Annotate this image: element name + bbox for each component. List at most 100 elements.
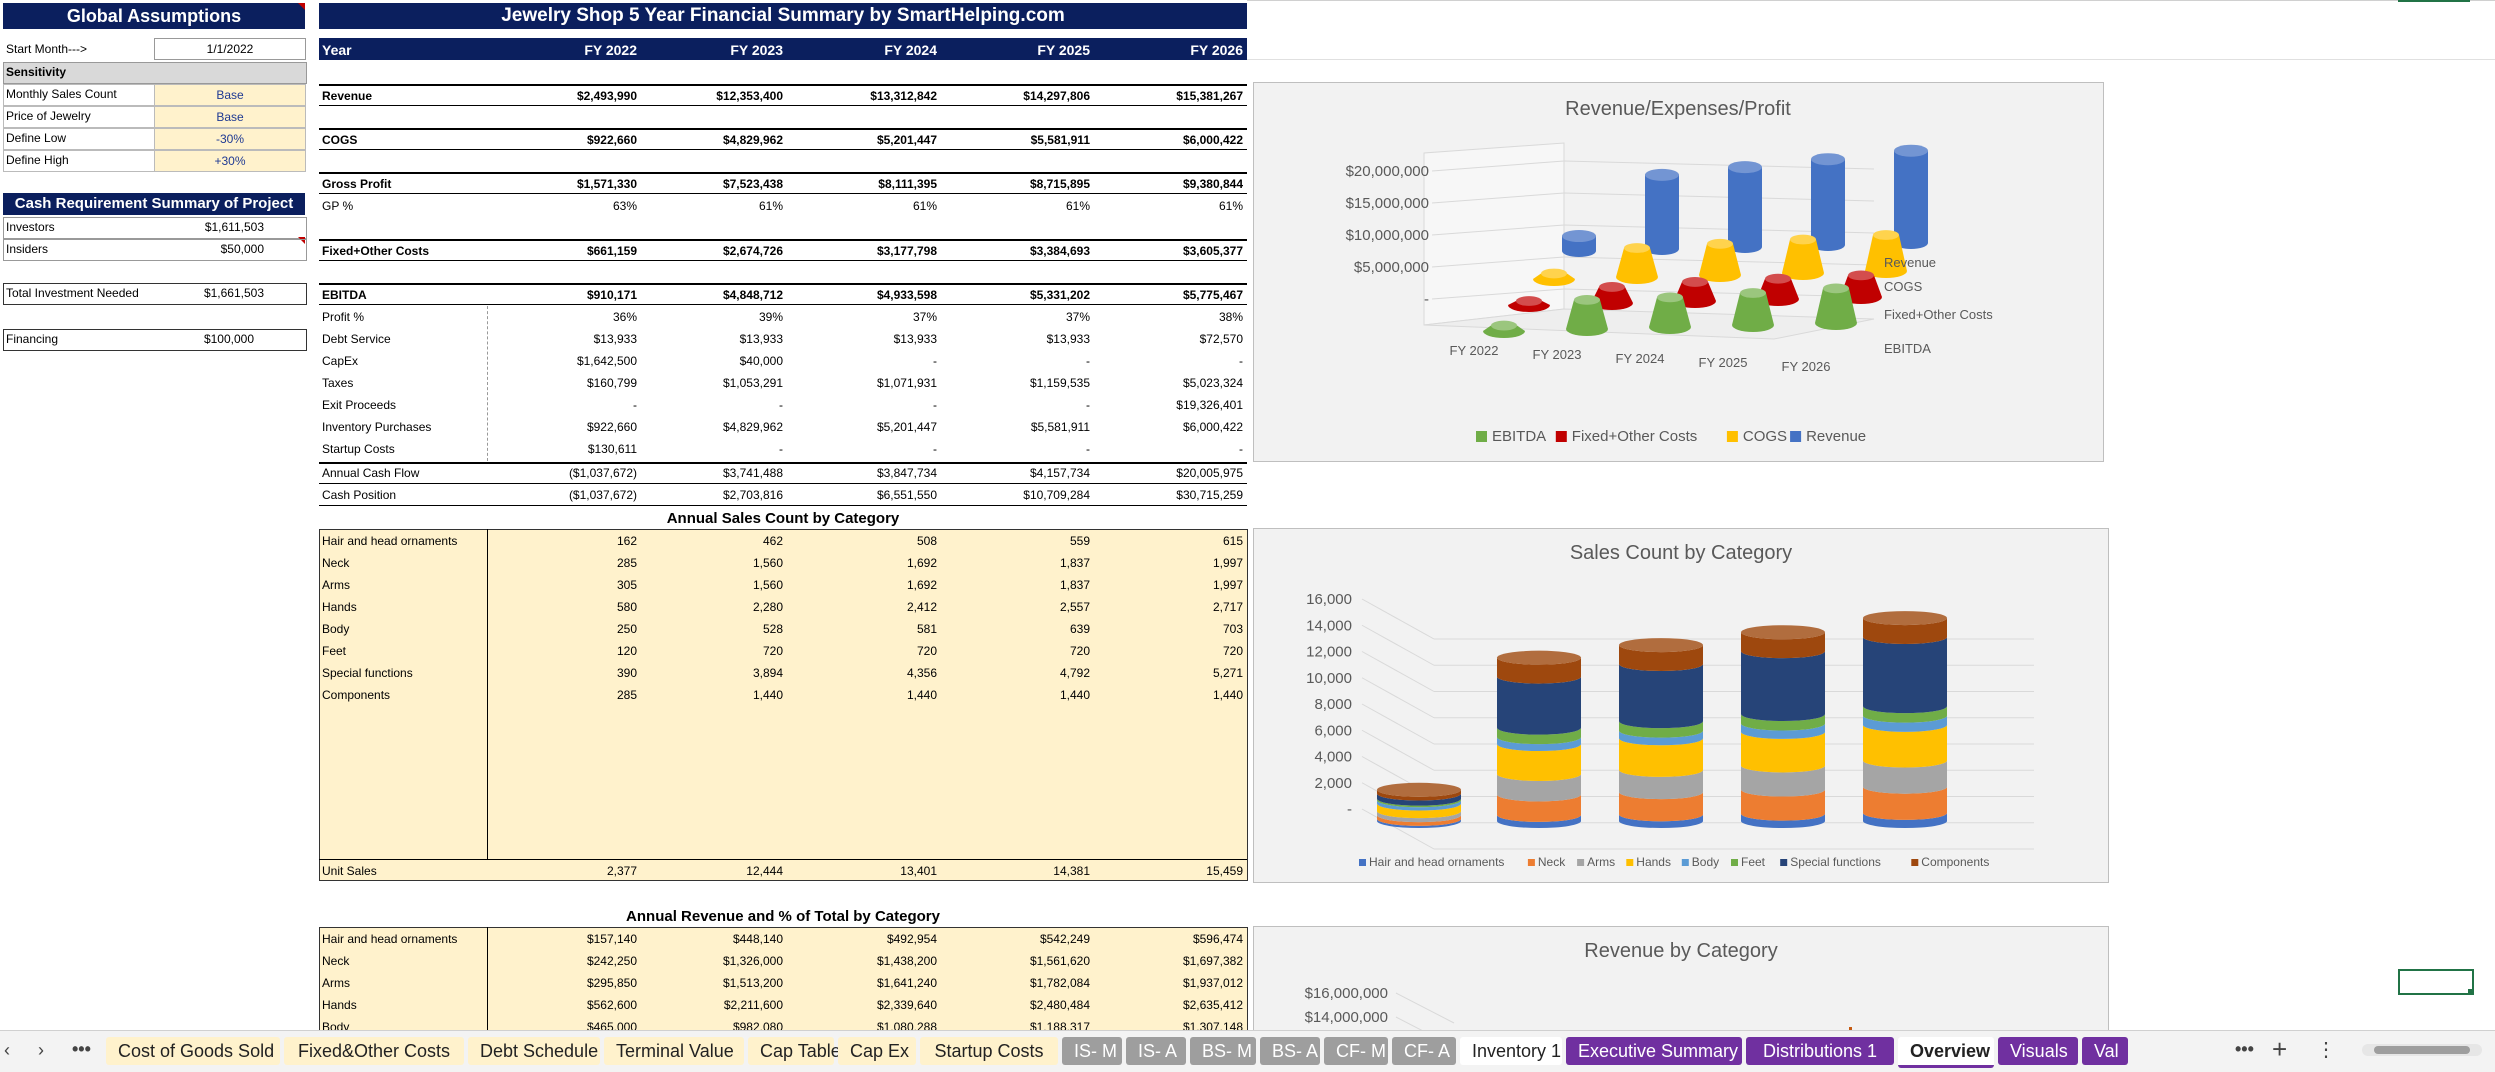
row-value[interactable]: $5,023,324 — [1182, 376, 1243, 390]
assumption-value-cell[interactable]: +30% — [154, 150, 306, 172]
row-value[interactable]: 3,894 — [752, 666, 783, 680]
row-value[interactable]: $8,715,895 — [1029, 177, 1090, 191]
row-value[interactable]: $922,660 — [586, 133, 637, 147]
row-value[interactable]: 2,412 — [906, 600, 937, 614]
row-value[interactable]: 580 — [616, 600, 637, 614]
sheet-tab[interactable]: Debt Schedule — [468, 1037, 600, 1065]
row-value[interactable]: 720 — [916, 644, 937, 658]
row-value[interactable]: 285 — [616, 688, 637, 702]
row-value[interactable]: $3,741,488 — [722, 466, 783, 480]
row-value[interactable]: 1,837 — [1059, 578, 1090, 592]
financing-row[interactable] — [3, 329, 307, 351]
row-value[interactable]: $19,326,401 — [1176, 398, 1243, 412]
row-value[interactable]: 61% — [758, 199, 783, 213]
row-value[interactable]: 61% — [1065, 199, 1090, 213]
row-value[interactable]: $6,000,422 — [1182, 133, 1243, 147]
row-value[interactable]: $1,561,620 — [1029, 954, 1090, 968]
row-value[interactable]: $5,201,447 — [876, 420, 937, 434]
row-value[interactable]: $6,000,422 — [1182, 420, 1243, 434]
sheet-tab[interactable]: Fixed&Other Costs — [284, 1037, 464, 1065]
start-month-label[interactable]: Start Month---> — [6, 42, 88, 56]
row-value[interactable]: 285 — [616, 556, 637, 570]
row-value[interactable]: $2,493,990 — [576, 89, 637, 103]
row-value[interactable]: 12,444 — [746, 864, 783, 878]
sheet-tab[interactable]: Val — [2082, 1037, 2128, 1065]
sheet-tab[interactable]: BS- M — [1190, 1037, 1256, 1065]
row-value[interactable]: $72,570 — [1199, 332, 1243, 346]
row-value[interactable]: 615 — [1222, 534, 1243, 548]
row-value[interactable]: $4,829,962 — [722, 133, 783, 147]
row-value[interactable]: $1,053,291 — [722, 376, 783, 390]
row-value[interactable]: $157,140 — [586, 932, 637, 946]
row-value[interactable]: 2,280 — [752, 600, 783, 614]
row-value[interactable]: 36% — [612, 310, 637, 324]
row-value[interactable]: $13,312,842 — [870, 89, 937, 103]
row-value[interactable]: 508 — [916, 534, 937, 548]
cash-title[interactable]: Cash Requirement Summary of Project — [3, 193, 305, 215]
row-value[interactable]: $10,709,284 — [1023, 488, 1090, 502]
row-value[interactable]: $30,715,259 — [1176, 488, 1243, 502]
row-value[interactable]: $3,847,734 — [876, 466, 937, 480]
row-value[interactable]: - — [1239, 354, 1243, 368]
row-value[interactable]: 1,837 — [1059, 556, 1090, 570]
row-value[interactable]: 390 — [616, 666, 637, 680]
row-value[interactable]: 15,459 — [1206, 864, 1243, 878]
row-value[interactable]: 63% — [612, 199, 637, 213]
row-value[interactable]: $5,201,447 — [876, 133, 937, 147]
row-value[interactable]: 720 — [1069, 644, 1090, 658]
row-value[interactable]: $13,933 — [593, 332, 637, 346]
row-value[interactable]: 703 — [1222, 622, 1243, 636]
year-header-row[interactable] — [319, 38, 1247, 60]
row-value[interactable]: ($1,037,672) — [568, 466, 637, 480]
row-value[interactable]: $13,933 — [739, 332, 783, 346]
row-value[interactable]: $542,249 — [1039, 932, 1090, 946]
row-value[interactable]: 4,356 — [906, 666, 937, 680]
summary-title[interactable]: Jewelry Shop 5 Year Financial Summary by… — [319, 3, 1247, 29]
row-value[interactable]: 1,440 — [1212, 688, 1243, 702]
row-value[interactable]: $596,474 — [1192, 932, 1243, 946]
sheet-tab-active[interactable]: Overview — [1898, 1037, 1994, 1068]
row-value[interactable]: 2,377 — [606, 864, 637, 878]
sales-count-chart[interactable]: Sales Count by Category 16,000 14,000 12,00… — [1253, 528, 2109, 883]
row-value[interactable]: 162 — [616, 534, 637, 548]
row-value[interactable]: 37% — [912, 310, 937, 324]
row-value[interactable]: 1,560 — [752, 556, 783, 570]
row-value[interactable]: 5,271 — [1212, 666, 1243, 680]
row-value[interactable]: $1,071,931 — [876, 376, 937, 390]
row-value[interactable]: - — [779, 442, 783, 456]
revenue-expenses-chart[interactable]: Revenue/Expenses/Profit $20,000,000 $15,00… — [1253, 82, 2104, 462]
insiders-row[interactable] — [3, 239, 307, 261]
assumption-value-cell[interactable]: Base — [154, 106, 306, 128]
assumption-value-cell[interactable]: -30% — [154, 128, 306, 150]
add-sheet-icon[interactable]: + — [2272, 1034, 2288, 1064]
row-value[interactable]: 581 — [916, 622, 937, 636]
row-value[interactable]: 1,692 — [906, 578, 937, 592]
row-value[interactable]: 14,381 — [1053, 864, 1090, 878]
row-value[interactable]: - — [933, 354, 937, 368]
row-value[interactable]: $13,933 — [893, 332, 937, 346]
assumptions-title[interactable]: Global Assumptions — [3, 3, 305, 29]
row-value[interactable]: $492,954 — [886, 932, 937, 946]
sheet-tab[interactable]: Executive Summary — [1566, 1037, 1742, 1065]
row-value[interactable]: 720 — [762, 644, 783, 658]
sheet-tab[interactable]: BS- A — [1260, 1037, 1320, 1065]
row-value[interactable]: $5,581,911 — [1030, 133, 1090, 147]
scroll-left-icon[interactable]: ‹ — [4, 1040, 10, 1060]
revenue-category-chart[interactable]: Revenue by Category $16,000,000 $14,000,00… — [1253, 926, 2109, 1039]
row-value[interactable]: - — [1086, 354, 1090, 368]
row-value[interactable]: 61% — [1218, 199, 1243, 213]
sheet-tab[interactable]: Cost of Goods Sold — [106, 1037, 280, 1065]
row-value[interactable]: 4,792 — [1059, 666, 1090, 680]
row-value[interactable]: $160,799 — [586, 376, 637, 390]
row-value[interactable]: $242,250 — [586, 954, 637, 968]
row-value[interactable]: - — [1086, 442, 1090, 456]
sensitivity-header[interactable] — [3, 62, 307, 84]
row-value[interactable]: $910,171 — [586, 288, 637, 302]
row-value[interactable]: $2,480,484 — [1029, 998, 1090, 1012]
row-value[interactable]: $1,697,382 — [1182, 954, 1243, 968]
row-value[interactable]: 559 — [1069, 534, 1090, 548]
row-value[interactable]: - — [1086, 398, 1090, 412]
row-value[interactable]: $3,605,377 — [1182, 244, 1243, 258]
sheet-tab[interactable]: Visuals — [1998, 1037, 2078, 1065]
row-value[interactable]: $922,660 — [586, 420, 637, 434]
